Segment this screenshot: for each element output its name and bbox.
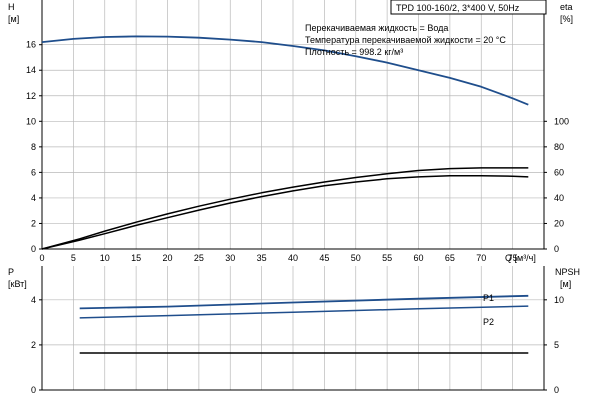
upper-y-left-tick-label: 6 (31, 167, 36, 177)
info-line-3: Плотность = 998.2 кг/м³ (305, 47, 403, 57)
x-tick-label: 40 (288, 253, 298, 263)
y-left-label-h-unit: [м] (8, 14, 19, 24)
upper-y-left-tick-label: 8 (31, 142, 36, 152)
x-tick-label: 75 (508, 253, 518, 263)
x-axis-label: Q [м³/ч] (505, 253, 536, 263)
lower-series-line-p2 (79, 305, 529, 319)
x-tick-label: 30 (225, 253, 235, 263)
title-box (390, 0, 547, 15)
upper-y-left-tick-label: 4 (31, 193, 36, 203)
y-right-label-eta: eta (560, 2, 573, 12)
upper-panel: 0 2 4 6 8 10 12 14 16 0 20 40 60 80 100 0 5 10 15 20 25 30 35 4… (8, 0, 573, 263)
x-tick-label: 5 (71, 253, 76, 263)
y-right-label-npsh-unit: [м] (560, 279, 571, 289)
upper-y-right-tick-label: 60 (554, 167, 564, 177)
lower-y-left-tick-label: 0 (31, 385, 36, 395)
upper-y-right-tick-label: 100 (554, 116, 569, 126)
lower-tick-labels: 0 2 4 0 5 10 (31, 295, 564, 395)
x-tick-label: 10 (100, 253, 110, 263)
lower-y-right-tick-label: 5 (554, 340, 559, 350)
x-tick-label: 50 (351, 253, 361, 263)
title: TPD 100-160/2, 3*400 V, 50Hz (396, 3, 520, 13)
upper-y-left-tick-label: 2 (31, 218, 36, 228)
lower-y-left-tick-label: 2 (31, 340, 36, 350)
lower-y-right-tick-label: 10 (554, 295, 564, 305)
upper-y-right-tick-label: 0 (554, 244, 559, 254)
x-tick-label: 70 (476, 253, 486, 263)
upper-y-left-tick-label: 0 (31, 244, 36, 254)
series-label-p1: P1 (483, 293, 494, 303)
lower-axes (41, 266, 545, 391)
x-tick-label: 60 (413, 253, 423, 263)
upper-y-left-tick-label: 12 (26, 91, 36, 101)
x-tick-label: 25 (194, 253, 204, 263)
upper-y-left-tick-label: 16 (26, 40, 36, 50)
upper-series-line-1 (41, 167, 529, 250)
upper-series-line-2 (41, 175, 529, 250)
lower-y-right-tick-label: 0 (554, 385, 559, 395)
x-tick-label: 0 (39, 253, 44, 263)
y-right-label-npsh: NPSH (555, 267, 580, 277)
upper-y-right-tick-label: 80 (554, 142, 564, 152)
upper-y-left-tick-label: 14 (26, 65, 36, 75)
upper-series-line-0 (41, 35, 529, 106)
lower-series (79, 294, 529, 354)
y-left-label-p-unit: [кВт] (8, 279, 27, 289)
upper-y-right-tick-label: 40 (554, 193, 564, 203)
lower-series-line-p1 (79, 294, 529, 310)
x-tick-label: 15 (131, 253, 141, 263)
upper-y-left-tick-label: 10 (26, 116, 36, 126)
info-line-1: Перекачиваемая жидкость = Вода (305, 23, 448, 33)
x-tick-label: 35 (257, 253, 267, 263)
lower-y-left-tick-label: 4 (31, 295, 36, 305)
y-left-label-p: P (8, 267, 14, 277)
lower-panel: 0 2 4 0 5 10 P [кВт] NPSH [м] P1 P2 (8, 266, 580, 395)
lower-grid (42, 266, 544, 390)
upper-series (41, 35, 529, 250)
y-right-label-eta-unit: [%] (560, 14, 573, 24)
x-tick-label: 45 (319, 253, 329, 263)
upper-y-right-tick-label: 20 (554, 218, 564, 228)
info-line-2: Температура перекачиваемой жидкости = 20… (305, 35, 506, 45)
upper-tick-labels: 0 2 4 6 8 10 12 14 16 0 20 40 60 80 100 0 5 10 15 20 25 30 35 4… (26, 40, 569, 263)
series-label-p2: P2 (483, 317, 494, 327)
x-tick-label: 55 (382, 253, 392, 263)
x-tick-label: 65 (445, 253, 455, 263)
y-left-label-h: H (8, 2, 15, 12)
upper-grid (42, 0, 544, 249)
x-tick-label: 20 (162, 253, 172, 263)
